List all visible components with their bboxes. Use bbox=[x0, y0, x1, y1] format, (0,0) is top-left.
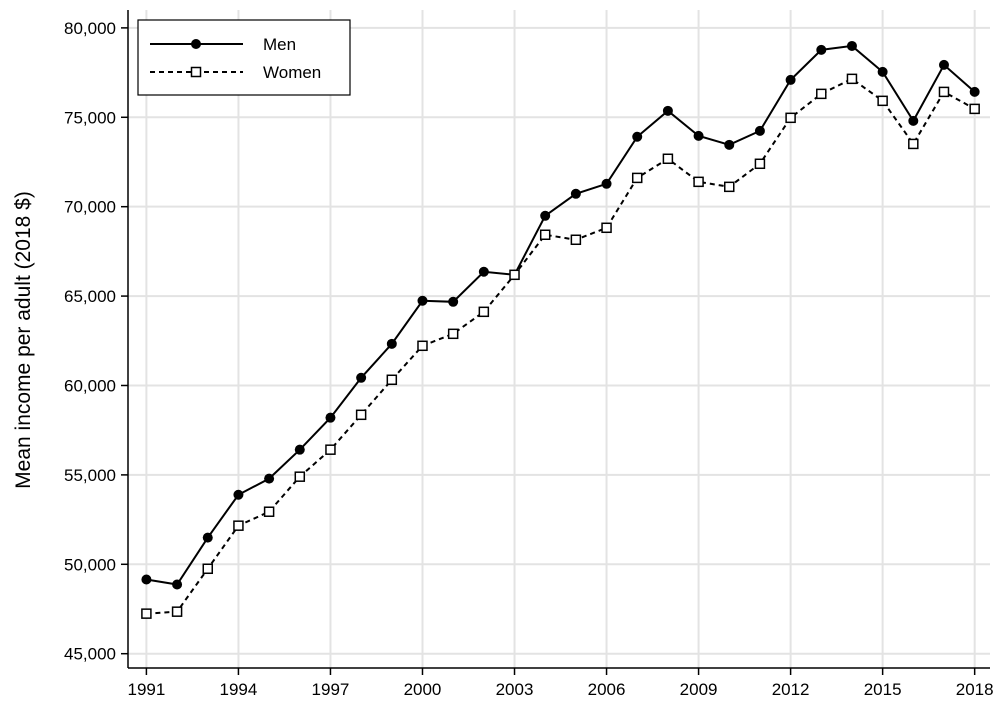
y-tick-label: 60,000 bbox=[64, 376, 116, 395]
y-tick-label: 55,000 bbox=[64, 466, 116, 485]
point bbox=[570, 234, 582, 246]
legend-marker bbox=[191, 39, 201, 49]
point bbox=[724, 139, 735, 150]
point bbox=[141, 574, 152, 585]
point bbox=[540, 210, 551, 221]
point bbox=[325, 412, 336, 423]
point bbox=[141, 608, 152, 619]
point bbox=[877, 66, 888, 77]
legend-marker bbox=[190, 66, 202, 78]
y-tick-label: 45,000 bbox=[64, 645, 116, 664]
point bbox=[724, 181, 735, 193]
point bbox=[355, 409, 367, 421]
x-tick-label: 2012 bbox=[772, 680, 810, 699]
line bbox=[146, 77, 976, 615]
point bbox=[662, 153, 674, 165]
y-axis-label: Mean income per adult (2018 $) bbox=[12, 191, 35, 489]
point bbox=[539, 229, 551, 241]
point bbox=[386, 374, 398, 386]
x-tick-label: 1994 bbox=[220, 680, 258, 699]
point bbox=[171, 606, 183, 617]
point bbox=[938, 86, 950, 98]
y-tick-label: 65,000 bbox=[64, 287, 116, 306]
point bbox=[632, 131, 643, 142]
point bbox=[816, 88, 827, 100]
point bbox=[448, 296, 459, 307]
point bbox=[325, 444, 336, 455]
legend-label: Women bbox=[263, 63, 321, 82]
point bbox=[294, 444, 305, 455]
point bbox=[816, 44, 827, 55]
x-tick-label: 2018 bbox=[956, 680, 994, 699]
legend: Men Women bbox=[137, 19, 351, 96]
point bbox=[233, 489, 244, 500]
point bbox=[356, 372, 367, 383]
point bbox=[478, 306, 490, 318]
point bbox=[202, 563, 214, 575]
legend-label: Men bbox=[263, 35, 296, 54]
point bbox=[877, 95, 888, 107]
y-tick-label: 50,000 bbox=[64, 555, 116, 574]
x-tick-label: 2003 bbox=[496, 680, 534, 699]
point bbox=[509, 269, 520, 281]
x-tick-label: 1997 bbox=[312, 680, 350, 699]
point bbox=[785, 74, 796, 85]
grid bbox=[128, 10, 990, 668]
point bbox=[754, 125, 765, 136]
x-tick-label: 2000 bbox=[404, 680, 442, 699]
point bbox=[908, 138, 919, 150]
y-tick-label: 75,000 bbox=[64, 108, 116, 127]
point bbox=[386, 338, 397, 349]
point bbox=[478, 266, 489, 277]
point bbox=[263, 506, 275, 517]
point bbox=[846, 73, 858, 85]
y-tick-label: 70,000 bbox=[64, 198, 116, 217]
point bbox=[417, 340, 428, 352]
point bbox=[447, 328, 459, 340]
point bbox=[908, 115, 919, 126]
point bbox=[846, 40, 857, 51]
point bbox=[601, 178, 612, 189]
point bbox=[202, 532, 213, 543]
point bbox=[570, 188, 581, 199]
point bbox=[662, 105, 673, 116]
point bbox=[417, 295, 428, 306]
point bbox=[264, 473, 275, 484]
x-tick-label: 2015 bbox=[864, 680, 902, 699]
point bbox=[601, 222, 612, 234]
y-tick-label: 80,000 bbox=[64, 19, 116, 38]
point bbox=[785, 112, 796, 124]
point bbox=[693, 130, 704, 141]
x-tick-label: 2009 bbox=[680, 680, 718, 699]
point bbox=[969, 86, 980, 97]
point bbox=[938, 59, 949, 70]
point bbox=[233, 520, 244, 531]
point bbox=[969, 103, 980, 115]
point bbox=[294, 471, 306, 482]
point bbox=[172, 579, 183, 590]
line bbox=[146, 44, 976, 586]
point bbox=[754, 158, 766, 170]
point bbox=[631, 172, 643, 184]
point bbox=[693, 176, 704, 188]
legend-box bbox=[137, 19, 351, 96]
x-tick-label: 1991 bbox=[127, 680, 165, 699]
x-tick-label: 2006 bbox=[588, 680, 626, 699]
